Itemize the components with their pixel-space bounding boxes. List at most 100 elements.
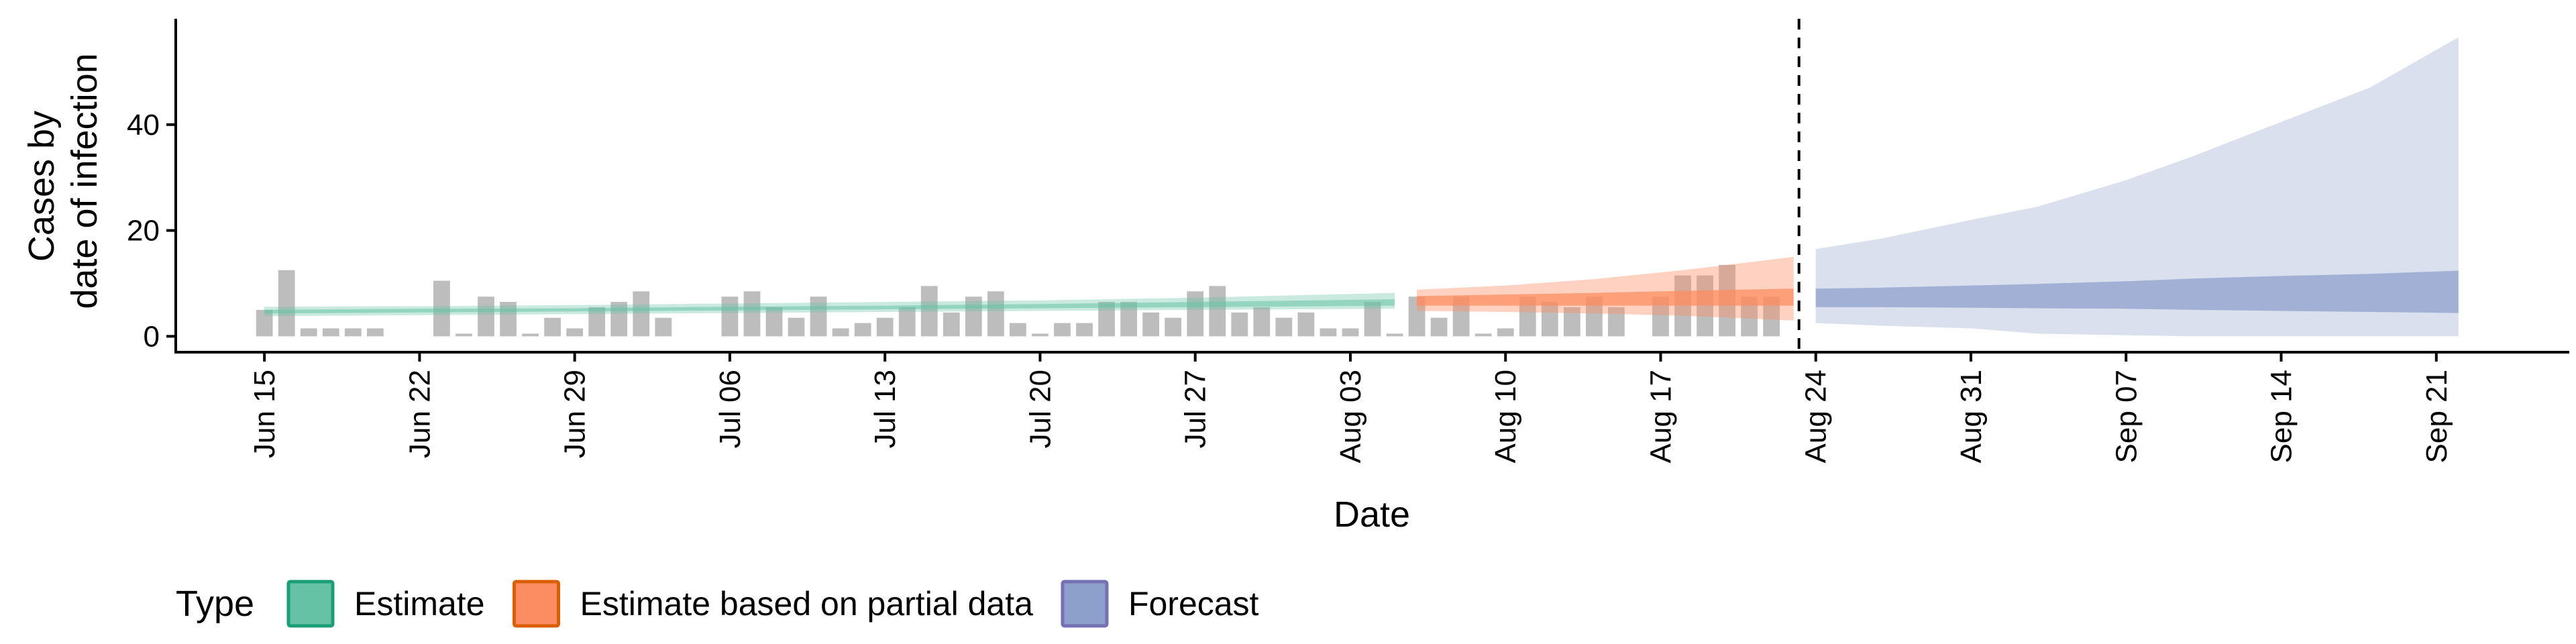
observed-case-bar [743,291,761,337]
plot-area [256,19,2459,352]
x-axis-title: Date [1334,494,1410,535]
observed-case-bar [1054,323,1071,337]
observed-case-bar [1497,328,1514,337]
observed-case-bar [1364,302,1381,337]
observed-case-bar [1297,312,1315,337]
legend-entries: Estimate Estimate based on partial data Fo… [286,580,1259,628]
observed-case-bar [1076,323,1093,337]
observed-case-bar [322,328,339,337]
series-forecast [1815,37,2459,337]
legend-swatch [286,580,335,628]
x-tick-label: Jun 29 [559,370,592,458]
observed-case-bar [810,297,827,337]
y-tick-label: 20 [127,215,160,248]
y-axis-ticks: 0 20 40 [127,109,176,353]
observed-case-bar [1674,275,1691,337]
x-tick-label: Aug 24 [1800,370,1833,463]
legend-swatch [513,580,561,628]
estimate-based-on-partial-data-band-90 [1417,257,1794,321]
observed-case-bar [876,317,894,337]
x-tick-label: Jul 20 [1024,370,1057,448]
observed-case-bar [1165,317,1182,337]
observed-case-bar [898,307,916,337]
observed-case-bar [832,328,849,337]
observed-case-bar [366,328,384,337]
observed-case-bar [920,286,938,337]
observed-case-bar [965,297,982,337]
x-tick-label: Sep 21 [2420,370,2453,463]
observed-case-bar [721,297,739,337]
observed-case-bar [1275,317,1293,337]
x-tick-label: Jun 15 [248,370,281,458]
series-estimate-based-on-partial-data [1417,257,1794,321]
observed-case-bar [987,291,1004,337]
observed-case-bar [1142,312,1160,337]
x-tick-label: Aug 03 [1334,370,1367,463]
observed-case-bar [1231,312,1248,337]
observed-case-bar [1563,307,1580,337]
observed-case-bar [478,297,494,337]
observed-case-bar [1697,275,1713,337]
observed-case-bar [1474,333,1492,337]
legend-entry-estimate-based-on-partial-data: Estimate based on partial data [513,580,1034,628]
observed-case-bar [455,333,472,337]
y-tick-label: 40 [127,109,160,142]
observed-case-bar [1010,323,1026,337]
y-axis-title: Cases by date of infection [21,53,105,309]
legend-swatch [1061,580,1109,628]
legend-entry-estimate: Estimate [286,580,485,628]
x-axis-ticks: Jun 15 Jun 22 Jun 29 Jul 06 Jul 13 Jul 20 Jul … [248,352,2453,463]
observed-case-bar [1541,302,1558,337]
observed-case-bar [522,333,539,337]
y-axis-title-line-2: date of infection [64,53,105,309]
observed-case-bar [1386,333,1403,337]
series-estimate [264,292,1395,317]
legend: Type Estimate Estimate based on partial d… [176,580,1259,628]
observed-case-bar [765,307,783,337]
observed-case-bar [1320,328,1337,337]
x-tick-label: Aug 17 [1644,370,1677,463]
observed-case-bar [788,317,805,337]
observed-case-bar [588,307,606,337]
x-tick-label: Sep 07 [2110,370,2143,463]
y-tick-label: 0 [144,320,160,353]
x-tick-label: Jun 22 [403,370,436,458]
observed-case-bar [854,323,871,337]
legend-title: Type [176,584,254,624]
x-tick-label: Aug 31 [1955,370,1988,463]
observed-case-bar [1608,307,1625,337]
legend-label: Forecast [1128,585,1259,623]
observed-case-bar [300,328,317,337]
observed-case-bar [1187,291,1204,337]
estimate-band-50 [264,299,1395,314]
estimate-bands [264,37,2459,337]
observed-case-bar [633,291,650,337]
x-tick-label: Sep 14 [2265,370,2298,463]
legend-entry-forecast: Forecast [1061,580,1259,628]
observed-case-bar [566,328,584,337]
observed-case-bar [1209,286,1226,337]
observed-case-bar [655,317,672,337]
y-axis-title-line-1: Cases by [21,111,62,262]
observed-case-bar [256,309,273,337]
x-tick-label: Jul 27 [1179,370,1212,448]
observed-case-bar [344,328,362,337]
x-tick-label: Jul 06 [714,370,747,448]
forecast-band-90 [1815,37,2459,337]
axes: 0 20 40 Jun 15 Jun 22 Jun 29 Jul 06 Jul 13 Jul … [127,19,2569,463]
legend-label: Estimate based on partial data [580,585,1034,623]
observed-case-bar [433,280,450,337]
x-tick-label: Aug 10 [1489,370,1522,463]
observed-case-bar [610,302,628,337]
observed-case-bar [1342,328,1359,337]
observed-case-bar [278,270,295,337]
forecast-band-50 [1815,270,2459,313]
observed-case-bar [1032,333,1049,337]
estimate-based-on-partial-data-band-50 [1417,288,1794,306]
observed-case-bar [1253,307,1271,337]
x-tick-label: Jul 13 [869,370,902,448]
observed-case-bar [500,302,517,337]
observed-case-bar [1430,317,1448,337]
legend-label: Estimate [354,585,485,623]
